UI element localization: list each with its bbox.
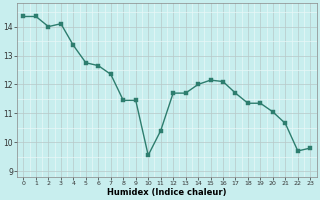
X-axis label: Humidex (Indice chaleur): Humidex (Indice chaleur): [107, 188, 227, 197]
